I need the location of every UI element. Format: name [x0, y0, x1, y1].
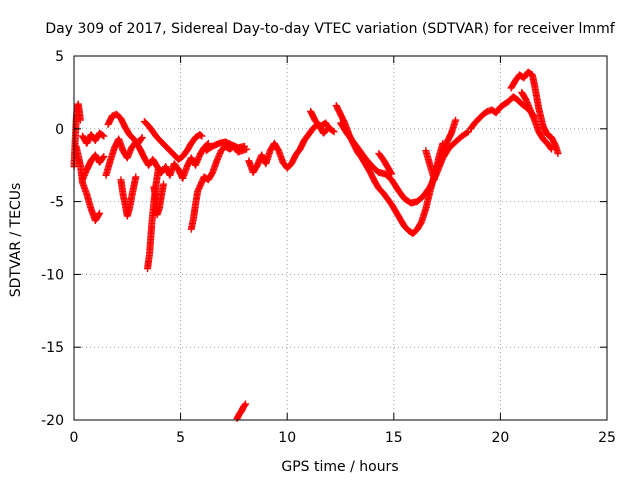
- data-point: [160, 180, 168, 188]
- data-point: [76, 116, 84, 124]
- data-point: [132, 173, 140, 181]
- x-tick-label: 10: [278, 430, 296, 446]
- track-marker: [241, 401, 249, 409]
- x-tick-label: 5: [176, 430, 185, 446]
- track-marker: [137, 135, 145, 143]
- x-tick-label: 0: [70, 430, 79, 446]
- plot-frame: [73, 55, 608, 421]
- data-point: [548, 145, 556, 153]
- data-point: [241, 142, 249, 150]
- data-point: [439, 139, 447, 147]
- x-tick-label: 15: [385, 430, 403, 446]
- data-point: [96, 209, 104, 217]
- chart-title: Day 309 of 2017, Sidereal Day-to-day VTE…: [45, 21, 615, 37]
- track-marker: [99, 154, 107, 162]
- track-marker: [95, 210, 103, 218]
- y-tick-label: 0: [55, 122, 64, 138]
- data-point: [242, 400, 250, 408]
- y-tick-label: -10: [41, 267, 64, 283]
- data-points: [70, 68, 562, 423]
- y-tick-label: -15: [41, 340, 64, 356]
- data-point: [138, 134, 146, 142]
- data-point: [388, 170, 396, 178]
- y-axis-label: SDTVAR / TECUs: [8, 183, 24, 298]
- grid-lines: [74, 56, 607, 420]
- x-tick-label: 20: [491, 430, 509, 446]
- data-point: [330, 128, 338, 136]
- data-point: [100, 132, 108, 140]
- track-marker: [329, 127, 337, 135]
- axis-ticks: 0 5 10 15 20 25 -20 -15 -10 -5 0 5: [41, 49, 616, 446]
- data-point: [100, 152, 108, 160]
- data-point: [198, 132, 206, 140]
- x-tick-label: 25: [598, 430, 616, 446]
- track-marker: [197, 131, 205, 139]
- data-point: [554, 150, 562, 158]
- track-marker: [463, 129, 471, 137]
- data-point: [154, 166, 162, 174]
- data-point: [452, 116, 460, 124]
- track-marker: [99, 131, 107, 139]
- y-tick-label: -5: [50, 195, 64, 211]
- track-marker: [387, 169, 395, 177]
- y-tick-label: 5: [55, 49, 64, 65]
- y-tick-label: -20: [41, 413, 64, 429]
- data-point: [324, 125, 332, 133]
- x-axis-label: GPS time / hours: [281, 459, 398, 475]
- track-marker: [547, 144, 555, 152]
- track-marker: [323, 126, 331, 134]
